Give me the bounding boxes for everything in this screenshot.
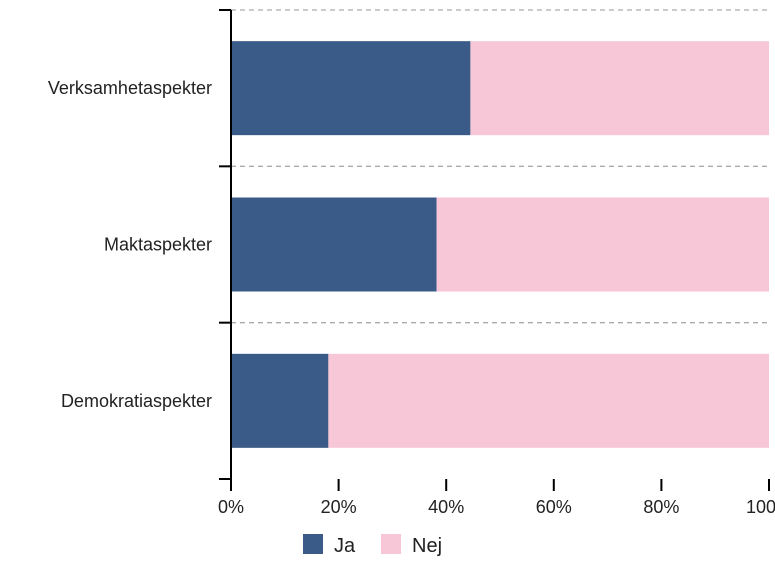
category-label: Maktaspekter [104,235,212,255]
bar-ja-verksamhetaspekter [231,41,471,136]
x-tick-label: 0% [218,497,244,517]
category-label: Verksamhetaspekter [48,78,212,98]
bar-nej-maktaspekter [436,197,769,292]
legend-swatch-ja [303,534,323,554]
axes [219,9,770,491]
x-tick-label: 100% [746,497,775,517]
legend: Ja Nej [303,534,442,557]
x-tick-labels: 0% 20% 40% 60% 80% 100% [218,497,775,517]
x-tick-label: 20% [321,497,357,517]
bar-nej-verksamhetaspekter [470,41,769,136]
bar-ja-demokratiaspekter [231,353,329,448]
legend-label-ja: Ja [334,535,356,557]
x-tick-label: 80% [643,497,679,517]
category-label: Demokratiaspekter [61,391,212,411]
bar-nej-demokratiaspekter [328,353,769,448]
legend-swatch-nej [381,534,401,554]
bar-ja-maktaspekter [231,197,437,292]
x-tick-label: 40% [428,497,464,517]
x-tick-label: 60% [536,497,572,517]
bars [231,41,769,448]
legend-label-nej: Nej [412,535,442,557]
category-labels: Verksamhetaspekter Maktaspekter Demokratia… [48,78,212,411]
